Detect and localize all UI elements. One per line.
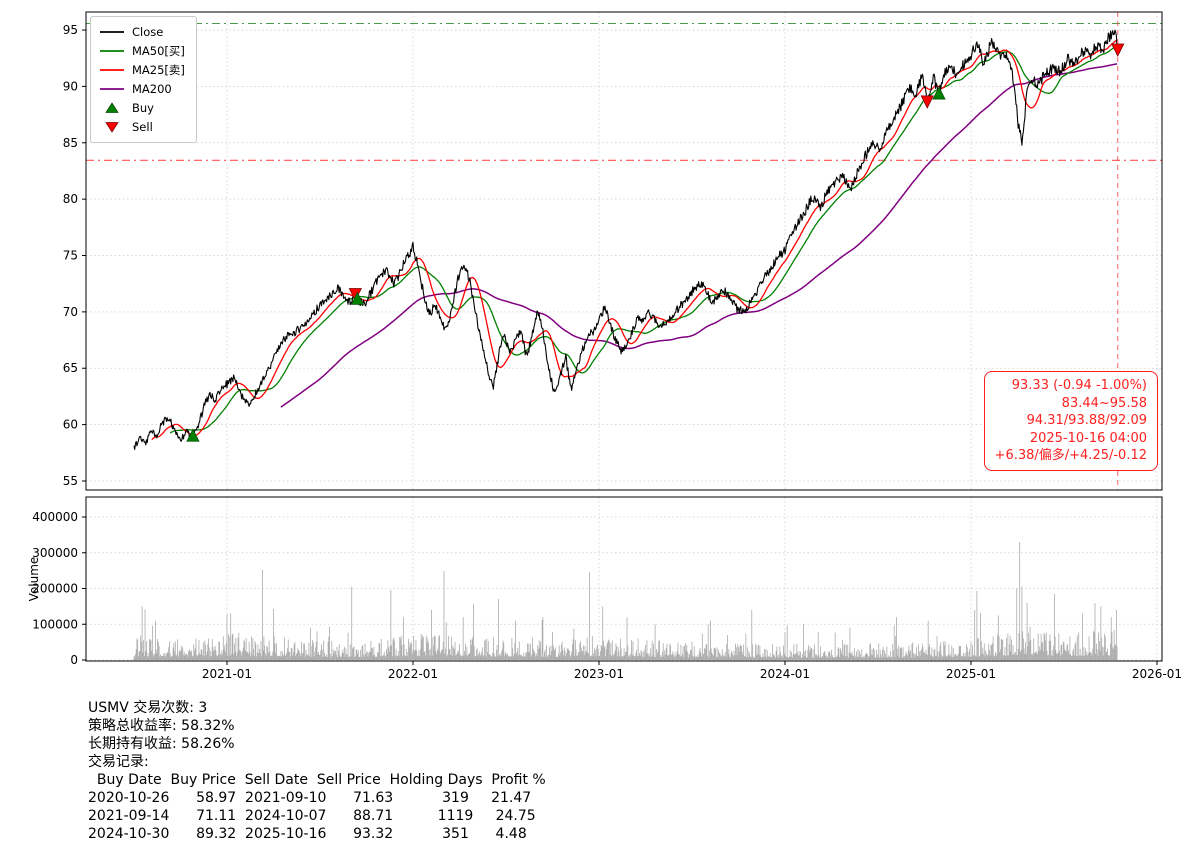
- xtick-label: 2025-01: [946, 667, 996, 681]
- quote-annotation-box: 93.33 (-0.94 -1.00%) 83.44~95.58 94.31/9…: [983, 371, 1158, 471]
- price-ytick-label: 95: [63, 23, 78, 37]
- legend-item-buy: Buy: [99, 100, 185, 116]
- trade-row: 2020-10-26 58.97 2021-09-10 71.63 319 21…: [88, 790, 532, 806]
- legend-label-ma200: MA200: [132, 82, 172, 96]
- price-ytick-label: 55: [63, 474, 78, 488]
- annotation-ma-values: 94.31/93.88/92.09: [1026, 413, 1147, 429]
- trade-count-line: USMV 交易次数: 3: [88, 700, 208, 716]
- price-ytick-label: 90: [63, 79, 78, 93]
- volume-ytick-label: 0: [70, 653, 78, 667]
- legend-label-ma50: MA50[买]: [132, 44, 185, 58]
- volume-ytick-label: 100000: [32, 617, 78, 631]
- ma200-line: [280, 63, 1118, 408]
- volume-bars: [133, 542, 1118, 660]
- price-ytick-label: 85: [63, 136, 78, 150]
- sell-marker: [1111, 43, 1125, 57]
- legend-label-close: Close: [132, 25, 164, 39]
- legend-label-sell: Sell: [132, 120, 153, 134]
- backtest-summary: USMV 交易次数: 3 策略总收益率: 58.32% 长期持有收益: 58.2…: [88, 699, 546, 843]
- close-line-sample-icon: [100, 31, 124, 33]
- legend-item-close: Close: [99, 24, 185, 40]
- price-ytick-label: 75: [63, 249, 78, 263]
- legend-item-ma25: MA25[卖]: [99, 62, 185, 78]
- price-panel-border: [85, 11, 1163, 491]
- buy-marker: [932, 86, 946, 100]
- legend: Close MA50[买] MA25[卖] Buy MA200 Buy: [90, 16, 197, 143]
- annotation-range: 83.44~95.58: [1061, 395, 1147, 411]
- buy-marker: [350, 291, 365, 305]
- trade-table-header: Buy Date Buy Price Sell Date Sell Price …: [88, 772, 546, 788]
- legend-label-ma25: MA25[卖]: [132, 63, 185, 77]
- sell-marker: [920, 95, 934, 109]
- price-ytick-label: 70: [63, 305, 78, 319]
- price-volume-chart: 55 60 65 70 75 80 85 90 95 0 100000 200000 300000 400…: [27, 11, 1182, 681]
- legend-item-ma50: MA50[买]: [99, 43, 185, 59]
- trade-row: 2021-09-14 71.11 2024-10-07 88.71 1119 2…: [88, 808, 536, 824]
- ma25-line: [151, 39, 1118, 441]
- buy-marker: [186, 428, 200, 442]
- volume-panel-border: [85, 496, 1163, 662]
- volume-ytick-label: 200000: [32, 582, 78, 596]
- ma200-line-sample-icon: [100, 88, 124, 90]
- ma50-line: [169, 45, 1118, 434]
- trade-row: 2024-10-30 89.32 2025-10-16 93.32 351 4.…: [88, 826, 527, 842]
- annotation-last-price: 93.33 (-0.94 -1.00%): [1011, 378, 1147, 393]
- buy-triangle-icon: [105, 102, 119, 113]
- xtick-label: 2026-01: [1132, 667, 1182, 681]
- xtick-label: 2024-01: [760, 667, 810, 681]
- ma25-line-sample-icon: [100, 69, 124, 71]
- annotation-timestamp: 2025-10-16 04:00: [1029, 430, 1147, 446]
- strategy-return-line: 策略总收益率: 58.32%: [88, 718, 235, 734]
- trade-log-title: 交易记录:: [88, 754, 149, 770]
- volume-ytick-label: 300000: [32, 546, 78, 560]
- volume-axis-label: Volume: [27, 557, 41, 602]
- price-ytick-label: 60: [63, 418, 78, 432]
- xtick-label: 2021-01: [202, 667, 252, 681]
- hold-return-line: 长期持有收益: 58.26%: [88, 736, 235, 752]
- xtick-label: 2022-01: [388, 667, 438, 681]
- legend-item-ma200: Buy MA200: [99, 81, 185, 97]
- legend-item-sell: Sell: [99, 119, 185, 135]
- volume-ytick-label: 400000: [32, 510, 78, 524]
- sell-triangle-icon: [105, 122, 119, 133]
- price-ytick-label: 65: [63, 361, 78, 375]
- xtick-label: 2023-01: [574, 667, 624, 681]
- price-ytick-label: 80: [63, 192, 78, 206]
- ma50-line-sample-icon: [100, 50, 124, 52]
- close-line: [133, 29, 1118, 450]
- annotation-bias: +6.38/偏多/+4.25/-0.12: [994, 448, 1147, 464]
